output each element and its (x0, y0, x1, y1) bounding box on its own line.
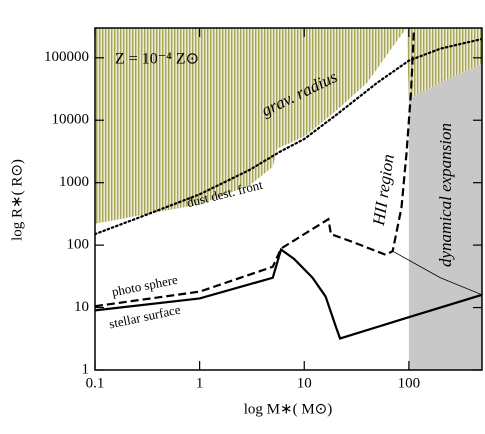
y-tick-label: 1000 (59, 174, 89, 190)
y-tick-label: 100000 (44, 49, 89, 65)
dyn-label: dynamical expansion (436, 123, 455, 267)
stellar-label: stellar surface (108, 302, 182, 332)
x-tick-label: 10 (297, 375, 312, 391)
y-tick-label: 100 (67, 237, 90, 253)
x-tick-label: 0.1 (86, 375, 105, 391)
y-axis-label: log R∗( R⊙) (9, 159, 25, 241)
regions (95, 28, 482, 370)
plot-frame (94, 27, 483, 371)
y-tick-label: 10 (74, 299, 89, 315)
hii-label: HII region (369, 153, 398, 228)
region-dynamical (408, 63, 482, 370)
metallicity: Z = 10⁻⁴ Z⊙ (115, 51, 199, 68)
line-series (95, 37, 482, 236)
line-series (392, 250, 482, 296)
line-series (95, 247, 482, 340)
x-axis-label: log M∗( M⊙) (244, 401, 332, 417)
x-tick-label: 100 (398, 375, 421, 391)
lines (95, 28, 482, 340)
line-series (95, 28, 416, 308)
region-hatched (95, 28, 482, 224)
x-tick-label: 1 (196, 375, 204, 391)
y-tick-label: 1 (82, 361, 90, 377)
y-tick-label: 10000 (52, 112, 90, 128)
